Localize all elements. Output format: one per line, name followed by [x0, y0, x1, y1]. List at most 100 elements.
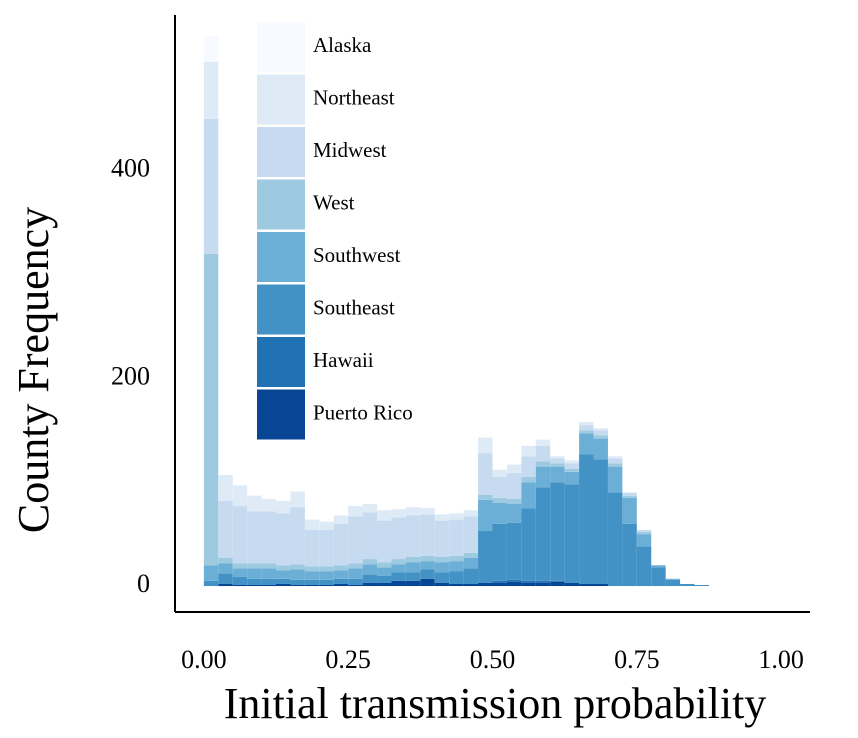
- bar-segment: [304, 585, 320, 587]
- bar-segment: [276, 578, 291, 584]
- bar-segment: [420, 578, 435, 587]
- bar-segment: [564, 484, 580, 583]
- bar-segment: [304, 519, 320, 530]
- bar-segment: [535, 445, 551, 462]
- bar-segment: [492, 497, 507, 503]
- legend-label: West: [313, 190, 355, 214]
- bar-segment: [449, 519, 464, 556]
- bar-segment: [203, 565, 219, 581]
- bar-segment: [333, 515, 349, 524]
- legend-swatch: [257, 22, 305, 72]
- legend-label: Alaska: [313, 33, 372, 57]
- bar-segment: [593, 435, 608, 439]
- bar-segment: [434, 556, 450, 563]
- bar-segment: [564, 463, 580, 469]
- bar-segment: [651, 567, 666, 587]
- bar-segment: [593, 428, 608, 431]
- bar-segment: [564, 468, 580, 472]
- bar-segment: [607, 492, 623, 587]
- bar-segment: [377, 520, 392, 563]
- bar-segment: [636, 546, 652, 587]
- bar-segment: [492, 580, 507, 583]
- bar-segment: [261, 498, 277, 512]
- legend-label: Puerto Rico: [313, 400, 413, 424]
- bar-segment: [218, 563, 233, 574]
- bar-segment: [218, 500, 233, 559]
- legend-swatch: [257, 389, 305, 440]
- x-tick-label: 0.25: [325, 645, 371, 674]
- bar-segment: [449, 513, 464, 520]
- bar-segment: [232, 563, 248, 569]
- bar-segment: [478, 437, 493, 454]
- bar-segment: [218, 583, 233, 587]
- bar-segment: [420, 514, 435, 556]
- bar-segment: [420, 555, 435, 562]
- bar-segment: [593, 438, 608, 460]
- bar-segment: [564, 471, 580, 485]
- bar-segment: [405, 572, 421, 581]
- bar-segment: [521, 482, 536, 509]
- bar-segment: [636, 529, 652, 533]
- bar-segment: [348, 585, 363, 587]
- bar-segment: [377, 567, 392, 576]
- bar-segment: [550, 466, 565, 483]
- bar-segment: [622, 497, 637, 524]
- bar-segment: [434, 572, 450, 583]
- legend-swatch: [257, 337, 305, 387]
- legend-label: Southwest: [313, 243, 401, 267]
- bar-segment: [362, 504, 378, 513]
- bar-segment: [593, 430, 608, 436]
- bar-segment: [434, 582, 450, 587]
- bar-segment: [218, 474, 233, 501]
- bar-segment: [665, 578, 681, 580]
- bar-segment: [377, 582, 392, 587]
- bar-segment: [362, 559, 378, 565]
- bar-segment: [232, 485, 248, 507]
- bar-segment: [247, 578, 262, 586]
- bar-segment: [203, 118, 219, 254]
- legend-swatch: [257, 74, 305, 125]
- bar-segment: [362, 564, 378, 575]
- bar-segment: [463, 510, 479, 517]
- bar-segment: [463, 568, 479, 584]
- bar-segment: [579, 425, 594, 431]
- y-axis-label: County Frequency: [9, 207, 58, 533]
- bar-segment: [449, 571, 464, 584]
- bar-segment: [319, 585, 334, 587]
- bar-segment: [405, 515, 421, 557]
- bar-segment: [333, 578, 349, 584]
- x-tick-label: 0.50: [470, 645, 516, 674]
- bar-segment: [362, 582, 378, 587]
- bar-segment: [276, 500, 291, 514]
- bar-segment: [434, 562, 450, 573]
- bar-segment: [203, 35, 219, 62]
- bars: [203, 35, 709, 587]
- bar-segment: [506, 504, 522, 523]
- bar-segment: [405, 507, 421, 516]
- bar-segment: [550, 458, 565, 464]
- bar-segment: [492, 582, 507, 587]
- bar-segment: [304, 571, 320, 580]
- bar-segment: [506, 581, 522, 587]
- legend-swatch: [257, 127, 305, 177]
- bar-segment: [247, 495, 262, 512]
- bar-segment: [391, 517, 406, 560]
- bar-segment: [550, 581, 565, 587]
- bar-segment: [261, 578, 277, 586]
- bar-segment: [506, 579, 522, 582]
- y-tick-label: 0: [137, 569, 150, 598]
- bar-segment: [694, 585, 709, 587]
- x-tick-label: 0.75: [614, 645, 660, 674]
- bar-segment: [377, 510, 392, 521]
- legend: Alaska Northeast Midwest West Southwest South…: [257, 22, 413, 440]
- bar-segment: [348, 506, 363, 517]
- bar-segment: [564, 582, 580, 587]
- legend-label: Hawaii: [313, 348, 374, 372]
- bar-segment: [478, 531, 493, 583]
- bar-segment: [521, 580, 536, 583]
- legend-label: Midwest: [313, 138, 387, 162]
- bar-segment: [405, 580, 421, 587]
- bar-segment: [535, 439, 551, 446]
- bar-segment: [535, 487, 551, 581]
- bar-segment: [463, 552, 479, 559]
